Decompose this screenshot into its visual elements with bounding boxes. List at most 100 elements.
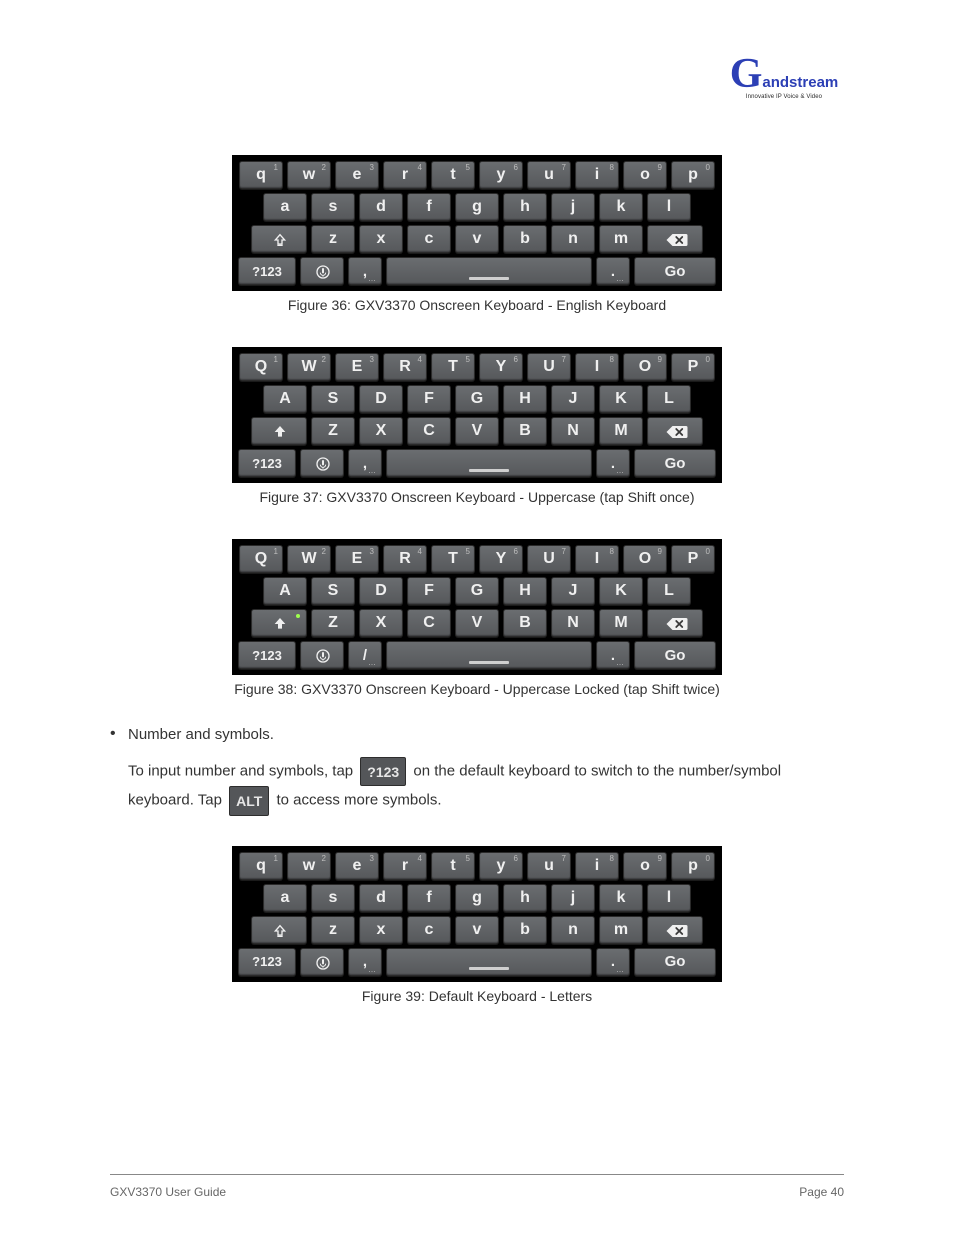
key-u[interactable]: u7 [527, 161, 571, 189]
shift-key[interactable] [251, 916, 307, 944]
key-x[interactable]: x [359, 225, 403, 253]
key-P[interactable]: P0 [671, 353, 715, 381]
key-Z[interactable]: Z [311, 417, 355, 445]
space-key[interactable] [386, 948, 592, 976]
key-M[interactable]: M [599, 417, 643, 445]
go-key[interactable]: Go [634, 641, 716, 669]
key-i[interactable]: i8 [575, 852, 619, 880]
key-s[interactable]: s [311, 193, 355, 221]
punct-right-key[interactable]: .… [596, 449, 630, 477]
key-j[interactable]: j [551, 193, 595, 221]
key-K[interactable]: K [599, 577, 643, 605]
key-h[interactable]: h [503, 884, 547, 912]
key-U[interactable]: U7 [527, 545, 571, 573]
key-h[interactable]: h [503, 193, 547, 221]
key-w[interactable]: w2 [287, 852, 331, 880]
key-O[interactable]: O9 [623, 545, 667, 573]
key-L[interactable]: L [647, 385, 691, 413]
key-p[interactable]: p0 [671, 161, 715, 189]
key-k[interactable]: k [599, 193, 643, 221]
punct-right-key[interactable]: .… [596, 257, 630, 285]
key-A[interactable]: A [263, 577, 307, 605]
key-d[interactable]: d [359, 193, 403, 221]
key-Y[interactable]: Y6 [479, 545, 523, 573]
key-T[interactable]: T5 [431, 545, 475, 573]
key-G[interactable]: G [455, 385, 499, 413]
mic-key[interactable] [300, 948, 344, 976]
punct-left-key[interactable]: /… [348, 641, 382, 669]
key-l[interactable]: l [647, 884, 691, 912]
key-f[interactable]: f [407, 884, 451, 912]
key-n[interactable]: n [551, 225, 595, 253]
space-key[interactable] [386, 641, 592, 669]
key-E[interactable]: E3 [335, 353, 379, 381]
key-B[interactable]: B [503, 417, 547, 445]
punct-right-key[interactable]: .… [596, 641, 630, 669]
key-Q[interactable]: Q1 [239, 545, 283, 573]
key-L[interactable]: L [647, 577, 691, 605]
key-r[interactable]: r4 [383, 852, 427, 880]
key-l[interactable]: l [647, 193, 691, 221]
go-key[interactable]: Go [634, 449, 716, 477]
key-c[interactable]: c [407, 916, 451, 944]
mode-key[interactable]: ?123 [238, 257, 296, 285]
key-f[interactable]: f [407, 193, 451, 221]
key-M[interactable]: M [599, 609, 643, 637]
key-g[interactable]: g [455, 884, 499, 912]
key-c[interactable]: c [407, 225, 451, 253]
key-x[interactable]: x [359, 916, 403, 944]
key-u[interactable]: u7 [527, 852, 571, 880]
key-X[interactable]: X [359, 417, 403, 445]
key-e[interactable]: e3 [335, 161, 379, 189]
punct-left-key[interactable]: ,… [348, 449, 382, 477]
go-key[interactable]: Go [634, 257, 716, 285]
key-w[interactable]: w2 [287, 161, 331, 189]
key-R[interactable]: R4 [383, 353, 427, 381]
key-r[interactable]: r4 [383, 161, 427, 189]
shift-key[interactable] [251, 417, 307, 445]
key-b[interactable]: b [503, 225, 547, 253]
key-R[interactable]: R4 [383, 545, 427, 573]
key-y[interactable]: y6 [479, 161, 523, 189]
key-Q[interactable]: Q1 [239, 353, 283, 381]
key-S[interactable]: S [311, 577, 355, 605]
key-H[interactable]: H [503, 577, 547, 605]
backspace-key[interactable] [647, 916, 703, 944]
key-g[interactable]: g [455, 193, 499, 221]
key-E[interactable]: E3 [335, 545, 379, 573]
key-X[interactable]: X [359, 609, 403, 637]
key-D[interactable]: D [359, 385, 403, 413]
mode-key[interactable]: ?123 [238, 449, 296, 477]
key-o[interactable]: o9 [623, 161, 667, 189]
key-b[interactable]: b [503, 916, 547, 944]
key-W[interactable]: W2 [287, 545, 331, 573]
key-T[interactable]: T5 [431, 353, 475, 381]
backspace-key[interactable] [647, 417, 703, 445]
backspace-key[interactable] [647, 609, 703, 637]
key-v[interactable]: v [455, 225, 499, 253]
key-v[interactable]: v [455, 916, 499, 944]
key-K[interactable]: K [599, 385, 643, 413]
key-a[interactable]: a [263, 193, 307, 221]
key-B[interactable]: B [503, 609, 547, 637]
key-k[interactable]: k [599, 884, 643, 912]
punct-left-key[interactable]: ,… [348, 948, 382, 976]
key-t[interactable]: t5 [431, 161, 475, 189]
go-key[interactable]: Go [634, 948, 716, 976]
key-p[interactable]: p0 [671, 852, 715, 880]
key-t[interactable]: t5 [431, 852, 475, 880]
key-e[interactable]: e3 [335, 852, 379, 880]
key-d[interactable]: d [359, 884, 403, 912]
key-J[interactable]: J [551, 577, 595, 605]
key-Z[interactable]: Z [311, 609, 355, 637]
punct-right-key[interactable]: .… [596, 948, 630, 976]
key-O[interactable]: O9 [623, 353, 667, 381]
shift-key[interactable] [251, 225, 307, 253]
key-H[interactable]: H [503, 385, 547, 413]
key-D[interactable]: D [359, 577, 403, 605]
key-F[interactable]: F [407, 577, 451, 605]
space-key[interactable] [386, 449, 592, 477]
key-y[interactable]: y6 [479, 852, 523, 880]
key-F[interactable]: F [407, 385, 451, 413]
mic-key[interactable] [300, 257, 344, 285]
